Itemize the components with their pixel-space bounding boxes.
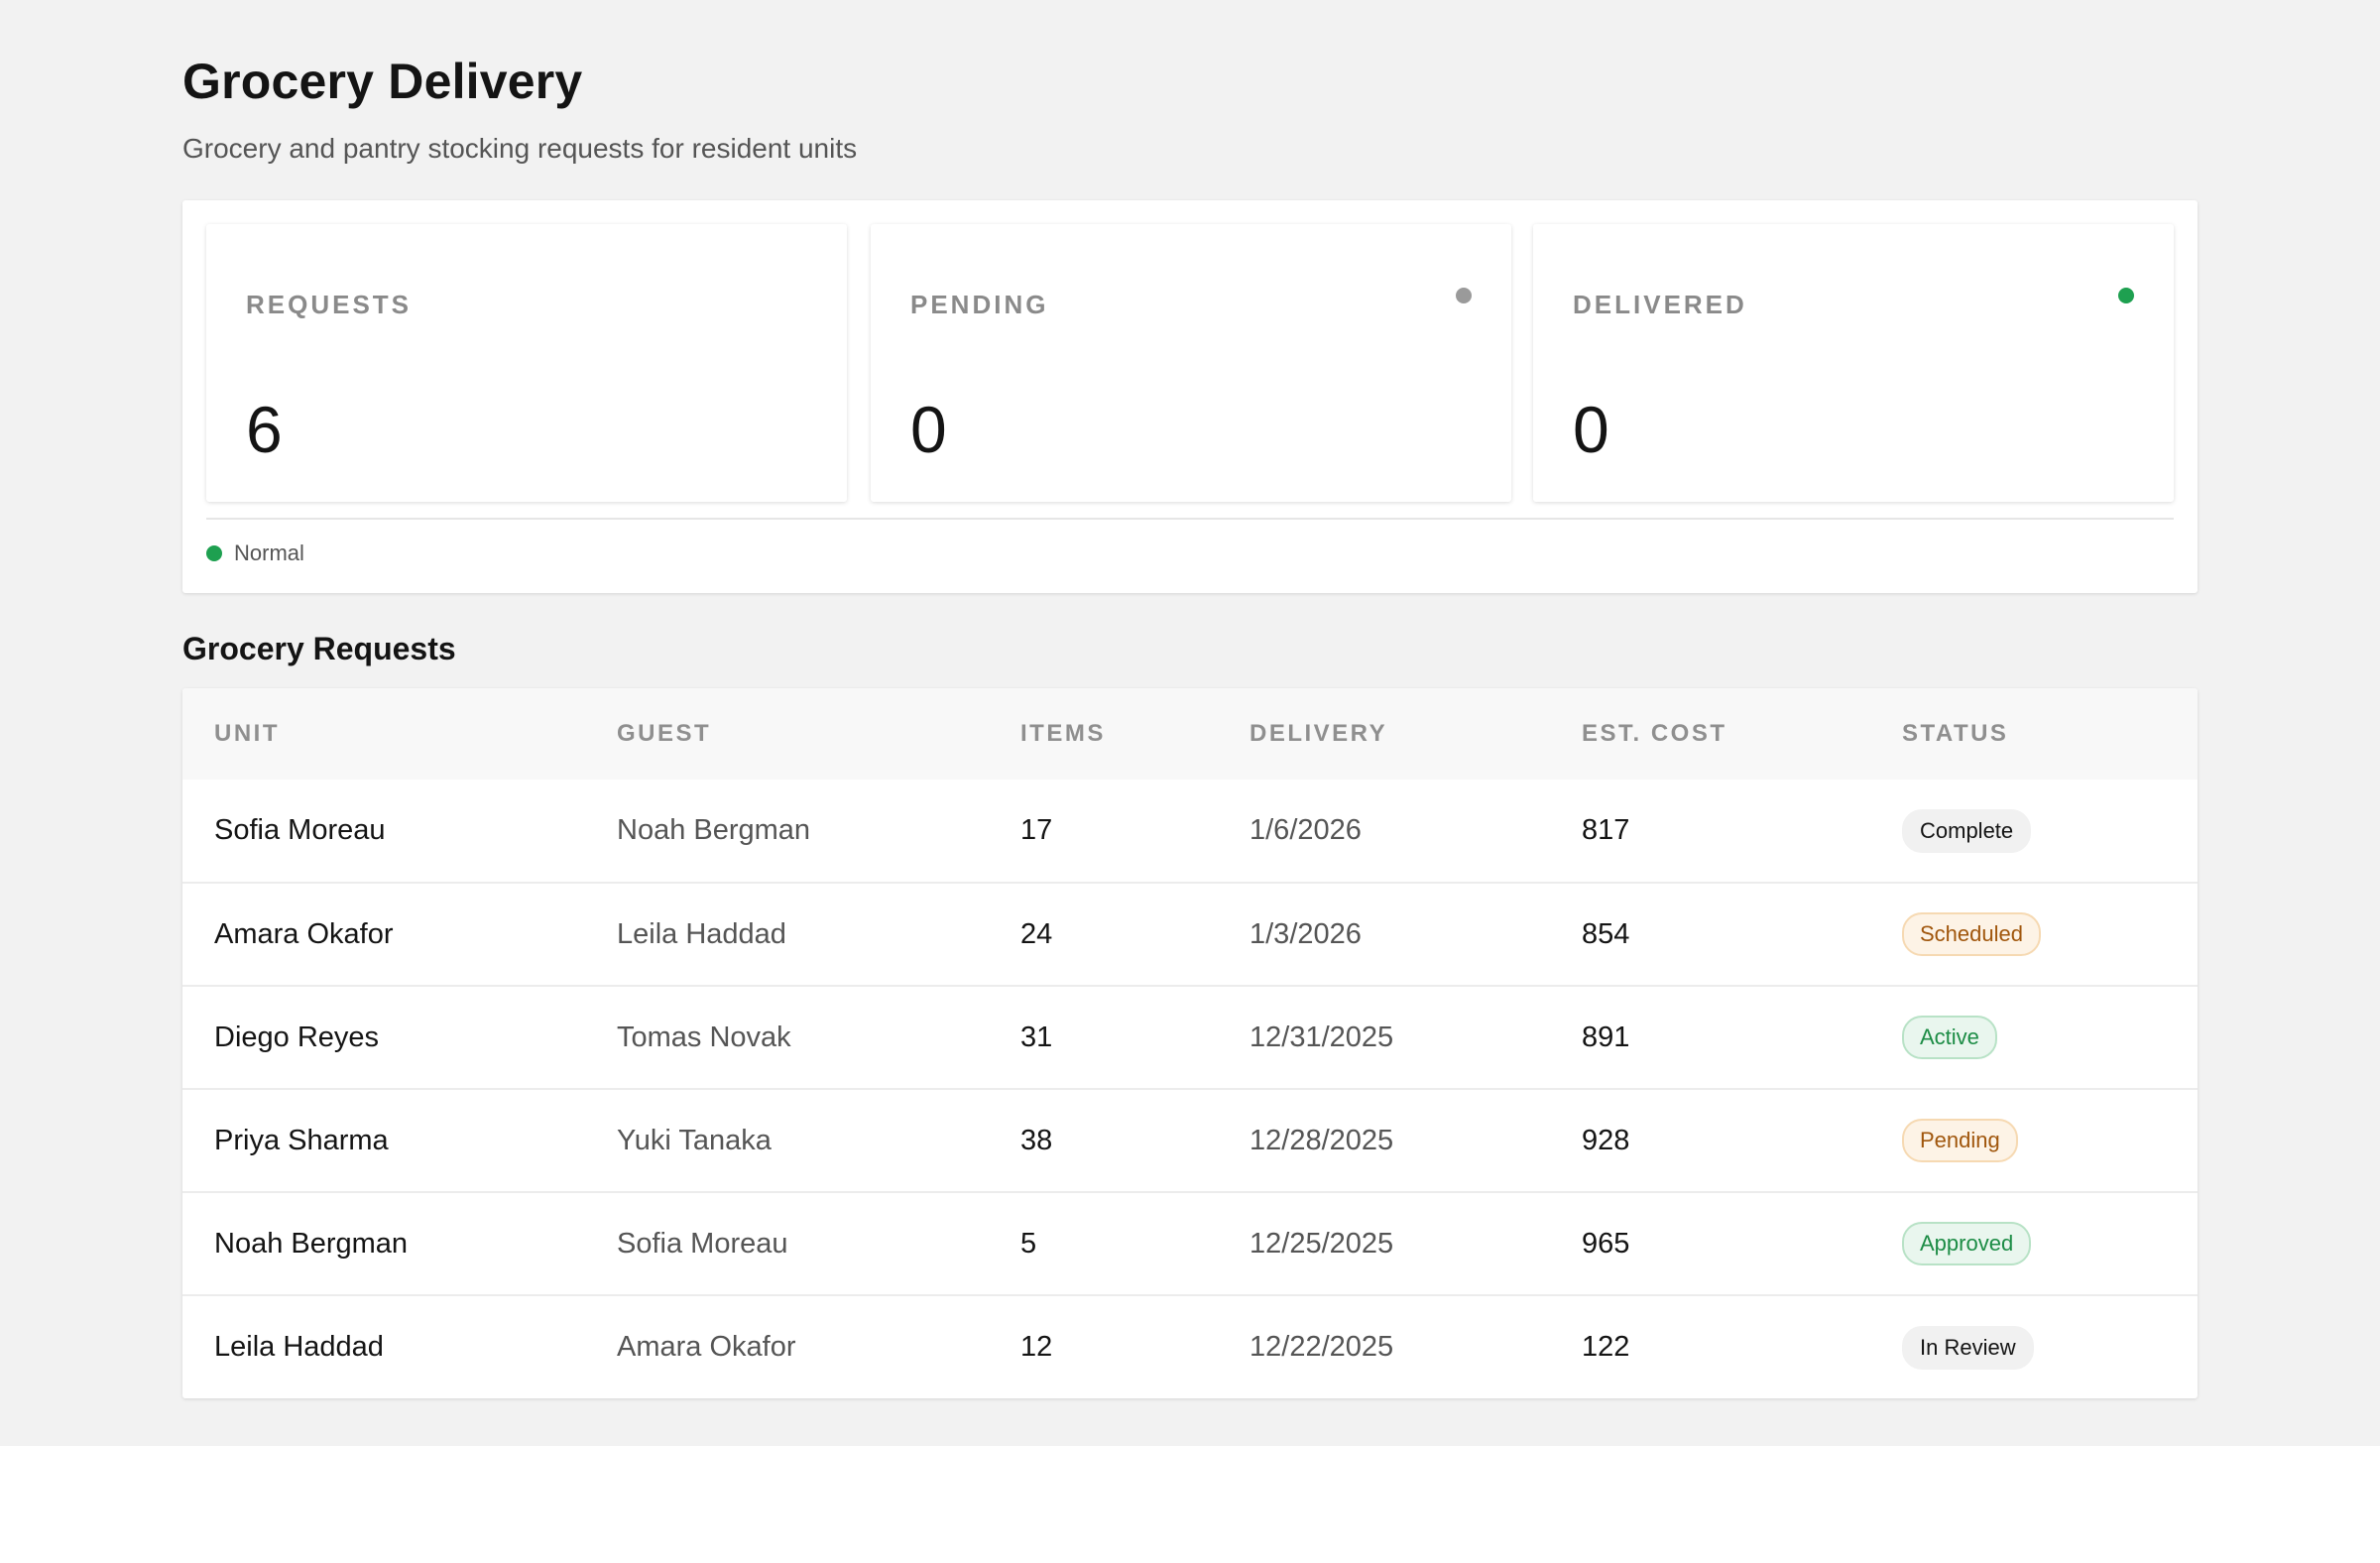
cell-delivery: 12/25/2025	[1250, 1227, 1394, 1260]
metric-label: REQUESTS	[246, 290, 413, 319]
cell-est-cost: 965	[1582, 1227, 1630, 1260]
status-dot-icon	[206, 545, 222, 561]
page-subtitle: Grocery and pantry stocking requests for…	[182, 133, 858, 164]
page-title: Grocery Delivery	[182, 54, 583, 109]
cell-status: Active	[1870, 986, 2198, 1089]
status-dot-icon	[2118, 288, 2134, 303]
cell-delivery: 12/22/2025	[1250, 1331, 1394, 1363]
cell-est-cost: 817	[1582, 814, 1630, 846]
table-row[interactable]: Sofia Moreau Noah Bergman 17 1/6/2026 81…	[182, 780, 2198, 883]
cell-status: Complete	[1870, 780, 2198, 883]
cell-est-cost: 891	[1582, 1021, 1630, 1053]
cell-guest: Yuki Tanaka	[617, 1124, 772, 1156]
cell-guest: Sofia Moreau	[617, 1227, 788, 1260]
cell-unit: Priya Sharma	[214, 1124, 389, 1156]
metric-card-delivered: DELIVERED 0	[1533, 224, 2174, 502]
table-row[interactable]: Noah Bergman Sofia Moreau 5 12/25/2025 9…	[182, 1192, 2198, 1295]
cell-items: 38	[1020, 1124, 1053, 1156]
cell-delivery: 1/6/2026	[1250, 814, 1362, 846]
cell-status: Pending	[1870, 1089, 2198, 1192]
column-header-status[interactable]: STATUS	[1902, 720, 2009, 747]
column-header-est-cost[interactable]: EST. COST	[1582, 720, 1727, 747]
cell-est-cost: 854	[1582, 917, 1630, 950]
metric-value: 0	[1573, 393, 1609, 466]
table-row[interactable]: Diego Reyes Tomas Novak 31 12/31/2025 89…	[182, 986, 2198, 1089]
cell-guest: Amara Okafor	[617, 1331, 796, 1363]
cell-delivery: 1/3/2026	[1250, 917, 1362, 950]
cell-items: 24	[1020, 917, 1053, 950]
status-dot-icon	[1456, 288, 1472, 303]
table-header-row: UNIT GUEST ITEMS DELIVERY EST. COST STAT…	[182, 688, 2198, 780]
metric-card-pending: PENDING 0	[871, 224, 1511, 502]
cell-guest: Noah Bergman	[617, 814, 811, 846]
cell-unit: Noah Bergman	[214, 1227, 409, 1260]
cell-est-cost: 122	[1582, 1331, 1630, 1363]
cell-items: 17	[1020, 814, 1053, 846]
metric-value: 0	[910, 393, 947, 466]
status-badge: Active	[1902, 1016, 1997, 1059]
status-badge: Scheduled	[1902, 912, 2041, 956]
table-row[interactable]: Amara Okafor Leila Haddad 24 1/3/2026 85…	[182, 883, 2198, 986]
cell-est-cost: 928	[1582, 1124, 1630, 1156]
column-header-guest[interactable]: GUEST	[617, 720, 712, 747]
cell-status: Scheduled	[1870, 883, 2198, 986]
section-title: Grocery Requests	[182, 631, 456, 666]
requests-table-card: UNIT GUEST ITEMS DELIVERY EST. COST STAT…	[182, 688, 2198, 1398]
cell-unit: Leila Haddad	[214, 1331, 384, 1363]
divider	[206, 518, 2174, 520]
requests-table: UNIT GUEST ITEMS DELIVERY EST. COST STAT…	[182, 688, 2198, 1398]
status-badge: Approved	[1902, 1222, 2032, 1265]
cell-items: 31	[1020, 1021, 1053, 1053]
cell-unit: Amara Okafor	[214, 917, 394, 950]
cell-delivery: 12/31/2025	[1250, 1021, 1394, 1053]
cell-delivery: 12/28/2025	[1250, 1124, 1394, 1156]
cell-unit: Sofia Moreau	[214, 814, 386, 846]
metric-label: PENDING	[910, 290, 1049, 319]
column-header-items[interactable]: ITEMS	[1020, 720, 1106, 747]
status-legend: Normal	[206, 538, 304, 569]
metric-value: 6	[246, 393, 283, 466]
status-badge: Pending	[1902, 1119, 2018, 1162]
legend-label: Normal	[234, 541, 304, 565]
table-row[interactable]: Leila Haddad Amara Okafor 12 12/22/2025 …	[182, 1295, 2198, 1398]
cell-unit: Diego Reyes	[214, 1021, 380, 1053]
column-header-unit[interactable]: UNIT	[214, 720, 280, 747]
cell-items: 5	[1020, 1227, 1037, 1260]
status-badge: In Review	[1902, 1325, 2034, 1370]
cell-items: 12	[1020, 1331, 1053, 1363]
metric-card-requests: REQUESTS 6	[206, 224, 847, 502]
cell-guest: Leila Haddad	[617, 917, 786, 950]
cell-guest: Tomas Novak	[617, 1021, 791, 1053]
cell-status: In Review	[1870, 1295, 2198, 1398]
metric-label: DELIVERED	[1573, 290, 1747, 319]
cell-status: Approved	[1870, 1192, 2198, 1295]
column-header-delivery[interactable]: DELIVERY	[1250, 720, 1388, 747]
metrics-panel: REQUESTS 6 PENDING 0 DELIVERED 0 Normal	[182, 200, 2198, 593]
status-badge: Complete	[1902, 808, 2032, 853]
table-row[interactable]: Priya Sharma Yuki Tanaka 38 12/28/2025 9…	[182, 1089, 2198, 1192]
